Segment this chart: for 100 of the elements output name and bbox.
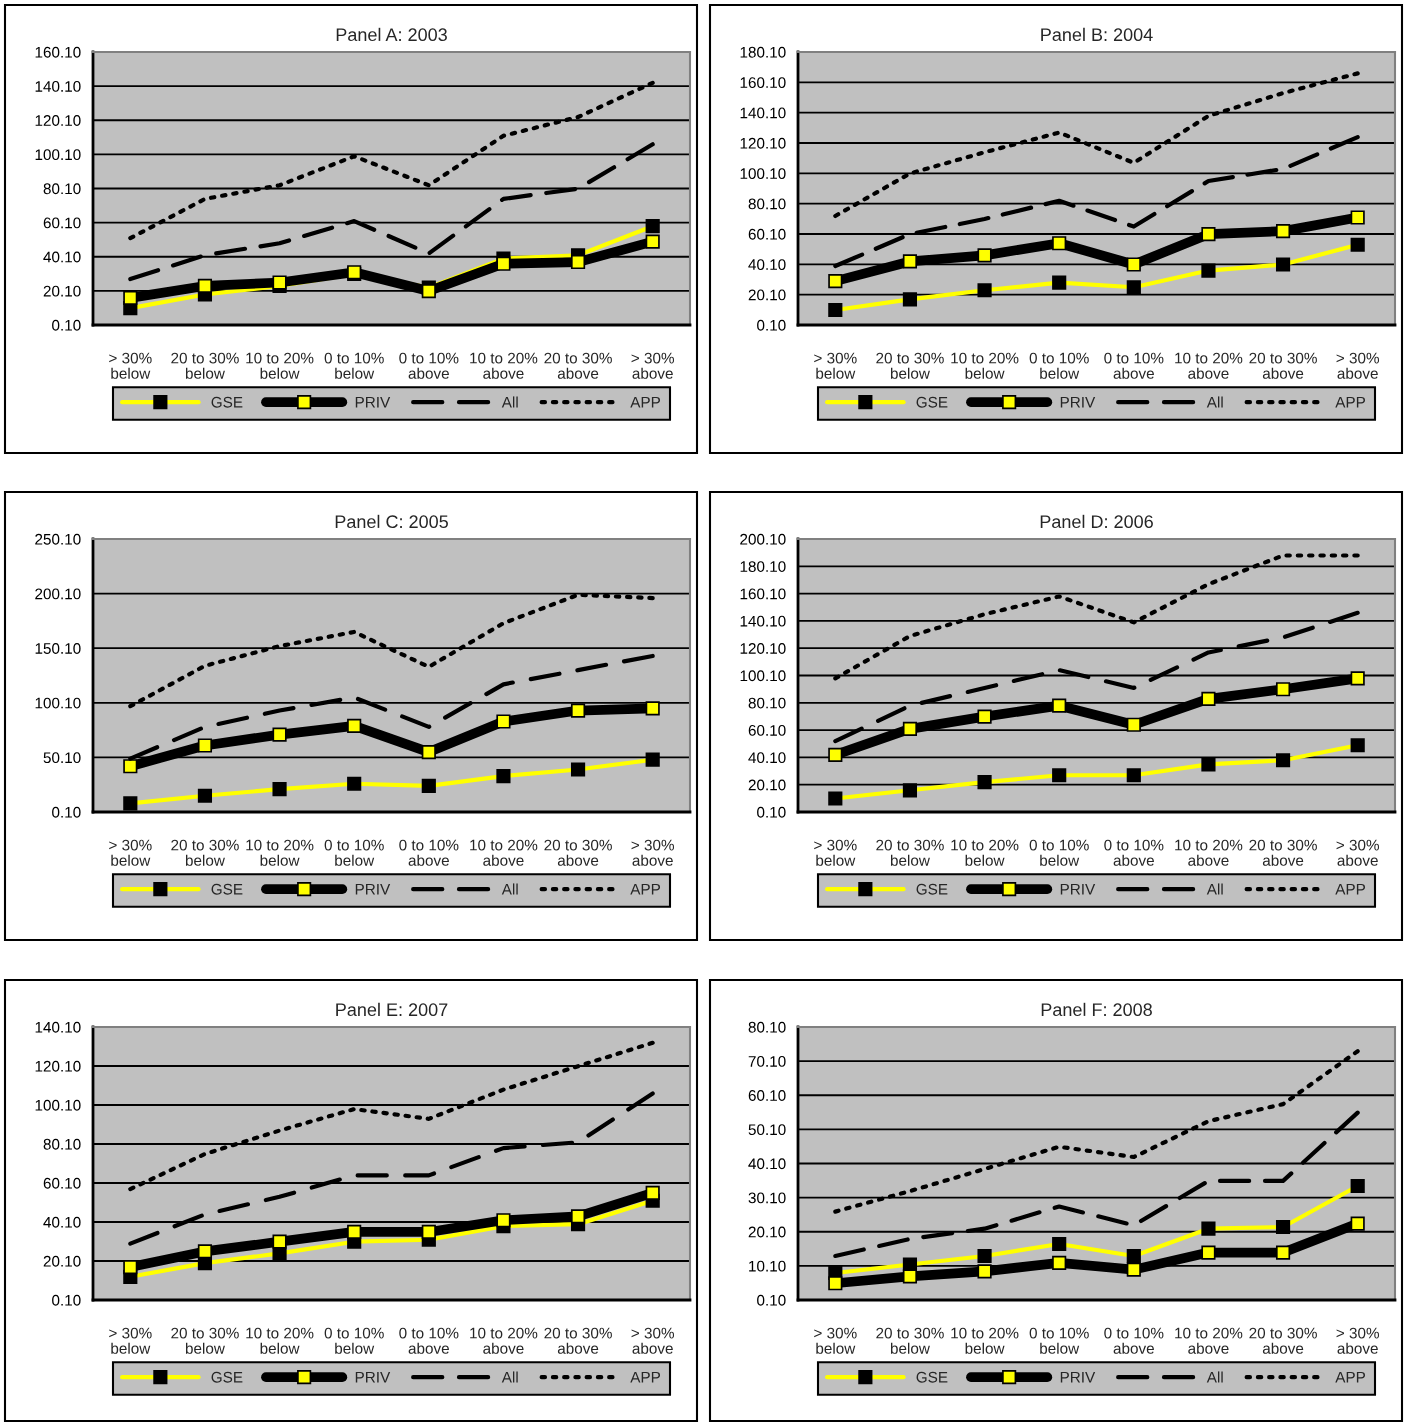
x-tick-label: 0 to 10% above xyxy=(399,1327,459,1354)
point xyxy=(1350,671,1365,686)
legend-label: GSE xyxy=(916,396,948,408)
x-tick-label: 20 to 30% below xyxy=(876,839,944,866)
y-tick-label: 100.10 xyxy=(740,670,786,682)
y-tick-label: 70.10 xyxy=(748,1055,786,1067)
y-tick-label: 200.10 xyxy=(35,588,81,600)
y-tick-label: 150.10 xyxy=(35,643,81,654)
point xyxy=(645,234,660,249)
x-tick-label: 20 to 30% above xyxy=(544,1327,612,1354)
legend-label: All xyxy=(501,396,518,408)
legend-label: All xyxy=(1206,883,1223,895)
legend-label: PRIV xyxy=(1060,396,1096,408)
point xyxy=(1275,224,1291,239)
y-tick-label: 180.10 xyxy=(740,46,786,58)
x-tick-label: 10 to 20% above xyxy=(470,352,538,379)
point xyxy=(977,1264,992,1279)
x-tick-label: 20 to 30% below xyxy=(876,1327,944,1354)
point xyxy=(272,1234,287,1249)
x-tick-label: 0 to 10% below xyxy=(324,352,384,379)
point xyxy=(570,1209,586,1224)
y-tick-label: 180.10 xyxy=(740,561,786,572)
point xyxy=(123,1259,138,1275)
point xyxy=(1126,257,1141,272)
y-tick-label: 140.10 xyxy=(35,80,81,92)
point xyxy=(645,1185,660,1201)
legend-label: GSE xyxy=(916,1371,948,1383)
x-tick-label: 0 to 10% above xyxy=(1104,352,1164,379)
point xyxy=(902,721,918,736)
legend-label: APP xyxy=(1335,1371,1366,1383)
y-tick-label: 50.10 xyxy=(43,752,81,764)
legend-label: GSE xyxy=(211,1371,243,1383)
y-tick-label: 250.10 xyxy=(35,533,81,545)
chart-title: Panel F: 2008 xyxy=(1041,1002,1152,1017)
point xyxy=(902,254,918,269)
legend-label: APP xyxy=(1335,396,1366,408)
y-tick-label: 60.10 xyxy=(43,1177,81,1189)
chart-title: Panel B: 2004 xyxy=(1041,27,1153,42)
y-tick-label: 160.10 xyxy=(740,77,786,89)
x-tick-label: > 30% below xyxy=(814,352,857,379)
point xyxy=(272,727,287,742)
y-tick-label: 80.10 xyxy=(43,1138,81,1150)
y-tick-label: 0.10 xyxy=(757,1294,786,1306)
y-tick-label: 120.10 xyxy=(740,137,786,149)
x-tick-label: 0 to 10% above xyxy=(1104,839,1164,866)
x-tick-label: 0 to 10% below xyxy=(324,1327,384,1354)
legend-label: PRIV xyxy=(355,883,391,895)
point xyxy=(123,759,138,774)
x-tick-label: 20 to 30% below xyxy=(171,352,239,379)
y-tick-label: 30.10 xyxy=(748,1192,786,1204)
x-tick-label: 20 to 30% above xyxy=(1249,352,1317,379)
x-tick-label: 20 to 30% above xyxy=(544,352,612,379)
point xyxy=(496,714,511,729)
x-tick-label: 0 to 10% below xyxy=(1029,1327,1089,1354)
point xyxy=(570,254,586,270)
x-tick-label: 0 to 10% above xyxy=(399,352,459,379)
point xyxy=(421,283,436,299)
point xyxy=(347,718,362,733)
point xyxy=(197,1244,213,1259)
legend-label: PRIV xyxy=(1060,1371,1096,1383)
y-tick-label: 120.10 xyxy=(740,643,786,654)
y-tick-label: 20.10 xyxy=(43,1255,81,1267)
x-tick-label: 10 to 20% below xyxy=(246,1327,314,1354)
point xyxy=(1275,682,1291,697)
x-tick-label: 10 to 20% above xyxy=(470,839,538,866)
y-tick-label: 40.10 xyxy=(748,259,786,271)
x-tick-label: > 30% above xyxy=(631,1327,675,1354)
x-tick-label: 10 to 20% below xyxy=(246,352,314,379)
x-tick-label: 20 to 30% below xyxy=(171,1327,239,1354)
chart-title: Panel A: 2003 xyxy=(336,27,447,42)
point xyxy=(123,290,138,305)
point xyxy=(1350,210,1365,225)
legend-label: All xyxy=(501,883,518,895)
x-tick-label: > 30% below xyxy=(814,839,857,866)
x-tick-label: 0 to 10% below xyxy=(324,839,384,866)
point xyxy=(1052,698,1067,713)
x-tick-label: 20 to 30% below xyxy=(876,352,944,379)
legend-label: APP xyxy=(1335,883,1366,895)
x-tick-label: 0 to 10% below xyxy=(1029,352,1089,379)
y-tick-label: 60.10 xyxy=(748,724,786,736)
legend-label: PRIV xyxy=(1060,883,1096,895)
x-tick-label: > 30% above xyxy=(631,839,675,866)
y-tick-label: 40.10 xyxy=(748,752,786,764)
y-tick-label: 40.10 xyxy=(43,1216,81,1228)
legend-label: PRIV xyxy=(355,1371,391,1383)
y-tick-label: 40.10 xyxy=(43,251,81,263)
y-tick-label: 20.10 xyxy=(748,1226,786,1238)
x-tick-label: 0 to 10% above xyxy=(399,839,459,866)
y-tick-label: 20.10 xyxy=(748,289,786,301)
x-tick-label: 0 to 10% below xyxy=(1029,839,1089,866)
x-tick-label: > 30% below xyxy=(109,352,152,379)
x-tick-label: 10 to 20% above xyxy=(1175,352,1243,379)
y-tick-label: 100.10 xyxy=(35,149,81,161)
point xyxy=(421,744,436,760)
legend-label: APP xyxy=(630,396,661,408)
x-tick-label: 10 to 20% above xyxy=(1175,839,1243,866)
y-tick-label: 100.10 xyxy=(35,697,81,709)
point xyxy=(645,701,660,716)
y-tick-label: 60.10 xyxy=(748,228,786,240)
y-tick-label: 120.10 xyxy=(35,1060,81,1072)
